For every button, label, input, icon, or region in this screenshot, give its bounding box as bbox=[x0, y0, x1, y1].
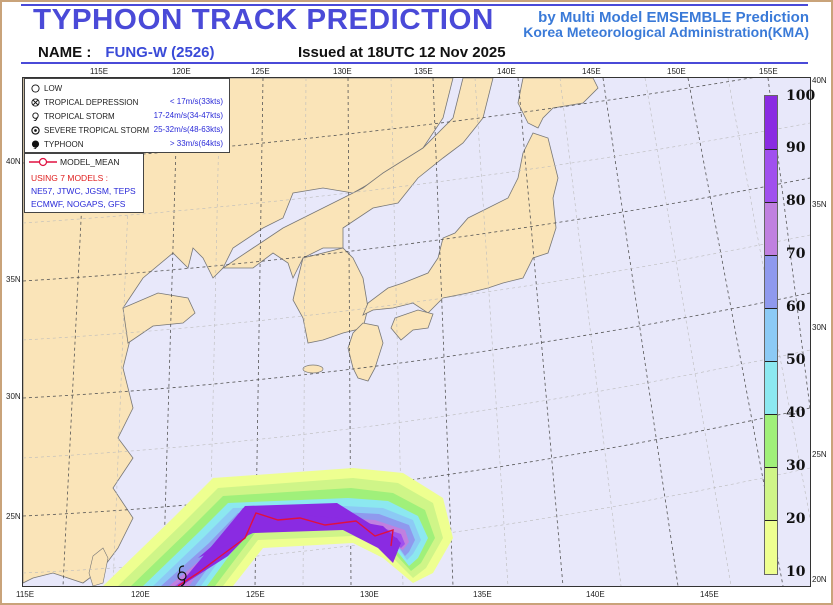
legend-row-ts: TROPICAL STORM bbox=[31, 110, 115, 122]
colorbar-label: 100 bbox=[786, 88, 816, 104]
colorbar-90-100 bbox=[765, 96, 777, 149]
top-rule bbox=[21, 4, 808, 6]
colorbar-label: 20 bbox=[786, 511, 806, 527]
top-lon-label: 125E bbox=[251, 67, 270, 76]
top-lon-label: 150E bbox=[667, 67, 686, 76]
top-lon-label: 120E bbox=[172, 67, 191, 76]
page-title: TYPHOON TRACK PREDICTION bbox=[33, 4, 494, 36]
legend-row-sts: SEVERE TROPICAL STORM bbox=[31, 124, 149, 136]
issued-time: Issued at 18UTC 12 Nov 2025 bbox=[298, 44, 506, 61]
land-honshu bbox=[362, 132, 559, 316]
top-lon-label: 115E bbox=[90, 67, 109, 76]
top-lon-label: 140E bbox=[497, 67, 516, 76]
byline-method: by Multi Model EMSEMBLE Prediction bbox=[538, 9, 809, 26]
colorbar-label: 40 bbox=[786, 405, 806, 421]
land-north-korea bbox=[221, 78, 494, 280]
storm-name-value: FUNG-W (2526) bbox=[105, 44, 215, 61]
legend-speed-sts: 25-32m/s(48-63kts) bbox=[153, 125, 223, 134]
byline-agency: Korea Meteorological Administration(KMA) bbox=[523, 24, 809, 40]
colorbar-label: 60 bbox=[786, 299, 806, 315]
colorbar-label: 50 bbox=[786, 352, 806, 368]
probability-colorbar bbox=[764, 95, 778, 575]
models-count: USING 7 MODELS : bbox=[31, 173, 108, 183]
colorbar-50-60 bbox=[765, 308, 777, 361]
land-hokkaido bbox=[517, 78, 599, 129]
model-mean-track bbox=[177, 512, 394, 586]
legend-row-td: TROPICAL DEPRESSION bbox=[31, 96, 138, 108]
tropical-storm-marker bbox=[177, 565, 187, 586]
right-lat-label: 30N bbox=[812, 323, 827, 332]
model-mean-line-icon bbox=[29, 157, 57, 167]
left-lat-label: 25N bbox=[6, 512, 21, 521]
left-lat-label: 30N bbox=[6, 392, 21, 401]
top-lon-label: 155E bbox=[759, 67, 778, 76]
probability-swath bbox=[103, 468, 453, 586]
right-lat-label: 35N bbox=[812, 200, 827, 209]
colorbar-label: 70 bbox=[786, 246, 806, 262]
header-rule bbox=[21, 62, 808, 64]
right-lat-label: 20N bbox=[812, 575, 827, 584]
severe-tropical-storm-icon bbox=[31, 125, 40, 135]
bottom-lon-label: 120E bbox=[131, 590, 150, 599]
colorbar-80-90 bbox=[765, 149, 777, 202]
top-lon-label: 130E bbox=[333, 67, 352, 76]
land-shikoku bbox=[390, 309, 434, 341]
colorbar-40-50 bbox=[765, 361, 777, 414]
low-icon bbox=[31, 83, 40, 93]
right-lat-label: 25N bbox=[812, 450, 827, 459]
legend-speed-td: < 17m/s(33kts) bbox=[169, 97, 223, 106]
top-lon-label: 135E bbox=[414, 67, 433, 76]
legend-speed-typhoon: > 33m/s(64kts) bbox=[169, 139, 223, 148]
colorbar-label: 30 bbox=[786, 458, 806, 474]
land-jeju bbox=[302, 364, 324, 374]
top-lon-label: 145E bbox=[582, 67, 601, 76]
bottom-lon-label: 125E bbox=[246, 590, 265, 599]
typhoon-icon bbox=[31, 139, 40, 149]
colorbar-20-30 bbox=[765, 467, 777, 520]
byline: by Multi Model EMSEMBLE Prediction Korea… bbox=[523, 9, 809, 40]
models-list-1: NE57, JTWC, JGSM, TEPS bbox=[31, 186, 136, 196]
storm-name-label: NAME : bbox=[38, 44, 92, 61]
colorbar-60-70 bbox=[765, 255, 777, 308]
land-kyushu bbox=[347, 322, 384, 382]
bottom-lon-label: 115E bbox=[16, 590, 35, 599]
intensity-legend: LOW TROPICAL DEPRESSION < 17m/s(33kts) T… bbox=[24, 78, 230, 153]
legend-speed-ts: 17-24m/s(34-47kts) bbox=[153, 111, 223, 120]
colorbar-label: 80 bbox=[786, 193, 806, 209]
left-lat-label: 40N bbox=[6, 157, 21, 166]
colorbar-label: 10 bbox=[786, 564, 806, 580]
left-lat-label: 35N bbox=[6, 275, 21, 284]
land-taiwan bbox=[88, 547, 109, 586]
colorbar-10-20 bbox=[765, 520, 777, 574]
colorbar-30-40 bbox=[765, 414, 777, 467]
bottom-lon-label: 145E bbox=[700, 590, 719, 599]
tropical-storm-icon bbox=[32, 111, 39, 121]
legend-row-typhoon: TYPHOON bbox=[31, 138, 84, 150]
land-shandong bbox=[122, 292, 196, 344]
colorbar-70-80 bbox=[765, 202, 777, 255]
models-list-2: ECMWF, NOGAPS, GFS bbox=[31, 199, 126, 209]
colorbar-label: 90 bbox=[786, 140, 806, 156]
bottom-lon-label: 135E bbox=[473, 590, 492, 599]
bottom-lon-label: 140E bbox=[586, 590, 605, 599]
tropical-depression-icon bbox=[31, 97, 40, 107]
storm-name-row: NAME : FUNG-W (2526) bbox=[38, 44, 215, 61]
model-legend: MODEL_MEAN USING 7 MODELS : NE57, JTWC, … bbox=[24, 153, 144, 213]
model-mean-legend: MODEL_MEAN bbox=[29, 157, 120, 167]
legend-row-low: LOW bbox=[31, 82, 62, 94]
right-lat-label: 40N bbox=[812, 76, 827, 85]
bottom-lon-label: 130E bbox=[360, 590, 379, 599]
